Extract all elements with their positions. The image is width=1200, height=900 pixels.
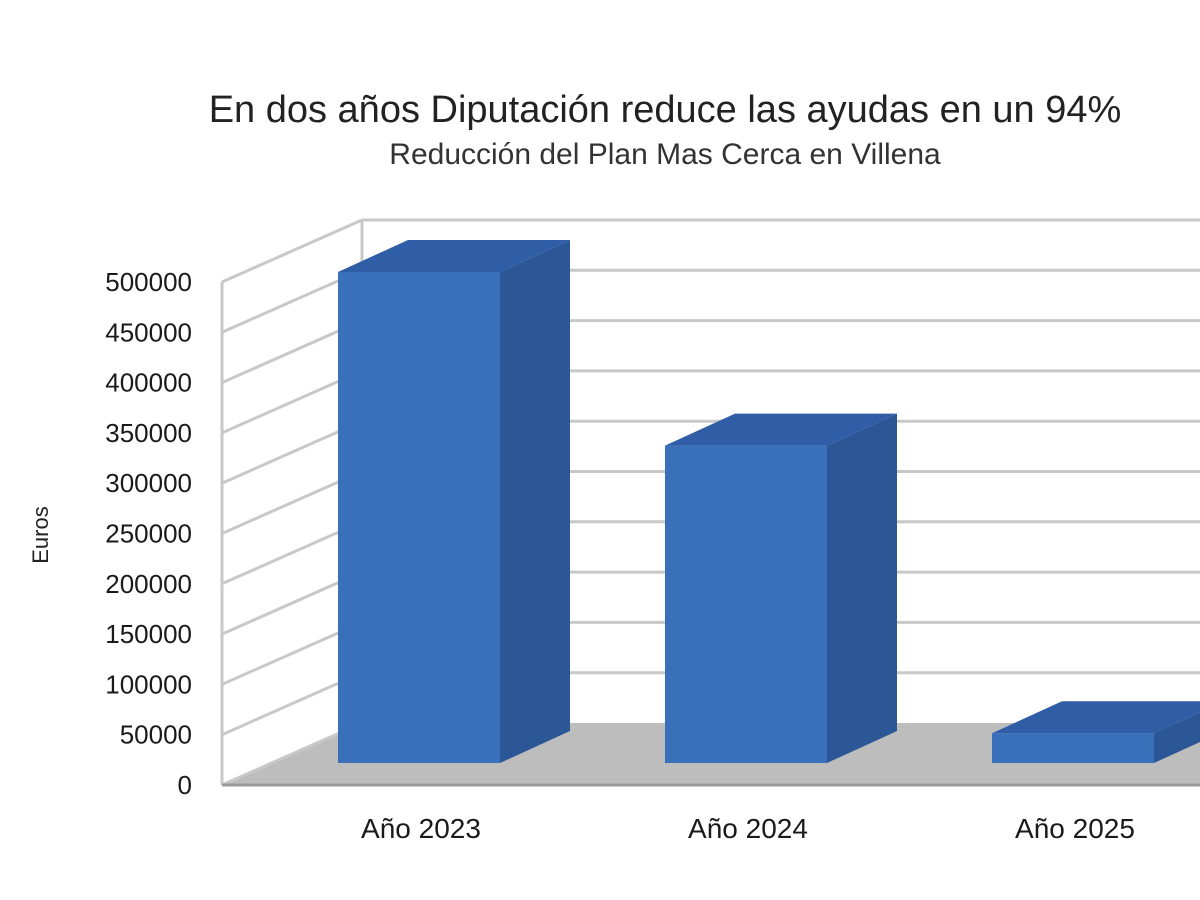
y-tick-label: 0 xyxy=(178,770,192,800)
bar-side-face xyxy=(1154,712,1200,763)
x-tick-label: Año 2025 xyxy=(1015,813,1135,844)
bar-side-face xyxy=(827,413,897,763)
plot-area: 0 50000 100000 150000 200000 250000 300000 3500… xyxy=(105,218,1200,844)
bar-front-face xyxy=(665,445,827,763)
chart-subtitle: Reducción del Plan Mas Cerca en Villena xyxy=(389,138,941,171)
bar-top-face xyxy=(992,701,1200,734)
y-tick-label: 450000 xyxy=(105,317,192,347)
bar-side-face xyxy=(500,240,570,763)
x-tick-label: Año 2024 xyxy=(688,813,808,844)
y-tick-label: 200000 xyxy=(105,569,192,599)
y-tick-label: 250000 xyxy=(105,519,192,549)
y-tick-label: 350000 xyxy=(105,418,192,448)
y-tick-label: 50000 xyxy=(120,720,192,750)
y-tick-label: 400000 xyxy=(105,368,192,398)
bar xyxy=(665,413,897,763)
bar-front-face xyxy=(992,733,1154,763)
chart-title: En dos años Diputación reduce las ayudas… xyxy=(209,89,1122,131)
y-tick-label: 100000 xyxy=(105,669,192,699)
bar xyxy=(992,701,1200,763)
bar-top-face xyxy=(665,413,897,446)
bar xyxy=(338,240,570,763)
y-tick-label: 300000 xyxy=(105,468,192,498)
y-tick-label: 150000 xyxy=(105,619,192,649)
bar-front-face xyxy=(338,272,500,763)
x-tick-label: Año 2023 xyxy=(361,813,481,844)
bar-top-face xyxy=(338,240,570,273)
y-axis-label: Euros xyxy=(28,506,53,563)
side-gridline xyxy=(221,218,363,284)
y-tick-label: 500000 xyxy=(105,267,192,297)
